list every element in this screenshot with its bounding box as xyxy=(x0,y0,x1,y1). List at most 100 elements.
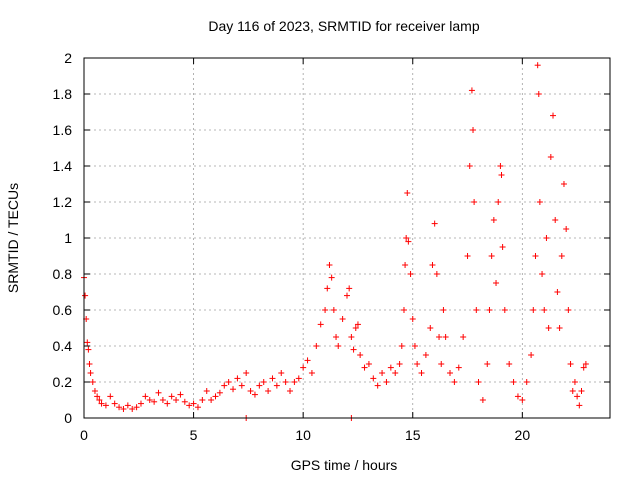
x-tick-label: 5 xyxy=(190,427,198,443)
data-point xyxy=(177,391,184,398)
data-point xyxy=(94,393,101,400)
data-point xyxy=(576,402,583,409)
data-point xyxy=(438,361,445,367)
data-point xyxy=(497,163,504,169)
data-point xyxy=(238,382,245,389)
data-point xyxy=(348,334,355,340)
data-point xyxy=(146,397,153,403)
data-point xyxy=(398,343,405,349)
data-point xyxy=(194,404,201,411)
data-point xyxy=(567,361,574,367)
data-point xyxy=(464,253,471,259)
data-point xyxy=(164,400,171,407)
data-point xyxy=(291,379,298,385)
data-point xyxy=(120,406,127,412)
ticks xyxy=(83,57,610,419)
y-tick-label: 1.2 xyxy=(53,194,73,210)
data-point xyxy=(251,391,258,398)
data-point xyxy=(404,190,411,196)
data-point xyxy=(493,280,500,286)
data-point xyxy=(234,375,241,382)
data-point xyxy=(300,364,307,371)
x-axis-label: GPS time / hours xyxy=(291,457,398,473)
data-point xyxy=(357,352,364,358)
data-point xyxy=(470,127,477,133)
data-point xyxy=(402,262,409,268)
data-point xyxy=(304,357,311,364)
data-point xyxy=(528,352,535,358)
data-point xyxy=(541,307,548,313)
data-point xyxy=(554,289,561,295)
data-point xyxy=(102,402,109,409)
data-point xyxy=(98,400,105,407)
data-point xyxy=(510,379,517,385)
data-point xyxy=(440,307,447,313)
data-point xyxy=(407,271,414,277)
data-point xyxy=(230,386,237,393)
x-tick-label: 20 xyxy=(515,427,531,443)
data-point xyxy=(225,379,232,385)
y-tick-label: 0.4 xyxy=(53,338,73,354)
data-point xyxy=(550,112,557,119)
data-point xyxy=(328,274,335,281)
data-point xyxy=(523,379,530,385)
data-point xyxy=(455,364,462,371)
data-point xyxy=(352,325,359,331)
data-point xyxy=(221,382,228,389)
data-point xyxy=(344,292,350,299)
data-point xyxy=(387,364,394,371)
data-point xyxy=(89,379,96,385)
data-point xyxy=(278,370,285,376)
data-point xyxy=(151,398,158,405)
data-point xyxy=(203,388,210,394)
x-tick-labels: 0 5 10 15 20 xyxy=(80,427,530,443)
data-point xyxy=(571,379,578,385)
data-point xyxy=(354,321,361,328)
data-point xyxy=(411,343,418,349)
chart-title: Day 116 of 2023, SRMTID for receiver lam… xyxy=(208,18,480,34)
data-point xyxy=(569,388,576,394)
data-point xyxy=(495,199,502,205)
data-point xyxy=(124,402,131,409)
data-point xyxy=(308,370,315,376)
data-point xyxy=(243,370,250,376)
data-point xyxy=(137,400,144,407)
data-point xyxy=(129,406,136,412)
data-point xyxy=(460,334,467,340)
data-point xyxy=(317,321,324,328)
data-point xyxy=(501,307,508,313)
y-tick-label: 0 xyxy=(64,410,72,426)
data-point xyxy=(335,343,342,349)
data-point xyxy=(418,370,425,376)
data-point xyxy=(488,253,495,259)
data-point xyxy=(519,397,526,403)
data-point xyxy=(582,361,589,367)
data-point xyxy=(324,285,331,292)
data-point xyxy=(168,393,175,400)
data-point xyxy=(396,361,403,367)
data-point xyxy=(556,325,563,331)
y-tick-label: 1.8 xyxy=(53,86,73,102)
data-point xyxy=(473,307,480,313)
data-point xyxy=(436,334,443,340)
data-points xyxy=(81,62,589,421)
data-point xyxy=(442,334,449,340)
data-point xyxy=(427,325,434,331)
data-point xyxy=(543,235,550,241)
data-point xyxy=(534,62,541,69)
data-point xyxy=(422,352,429,358)
data-point xyxy=(333,334,340,340)
y-tick-label: 0.6 xyxy=(53,302,73,318)
data-point xyxy=(216,389,223,396)
y-axis-label: SRMTID / TECUs xyxy=(5,183,21,293)
data-point xyxy=(578,388,585,394)
y-tick-label: 2 xyxy=(64,50,72,66)
x-tick-label: 0 xyxy=(80,427,88,443)
data-point xyxy=(560,181,567,187)
data-point xyxy=(361,364,368,371)
data-point xyxy=(247,388,254,394)
grid xyxy=(84,58,610,418)
data-point xyxy=(479,397,486,403)
data-point xyxy=(186,402,193,409)
